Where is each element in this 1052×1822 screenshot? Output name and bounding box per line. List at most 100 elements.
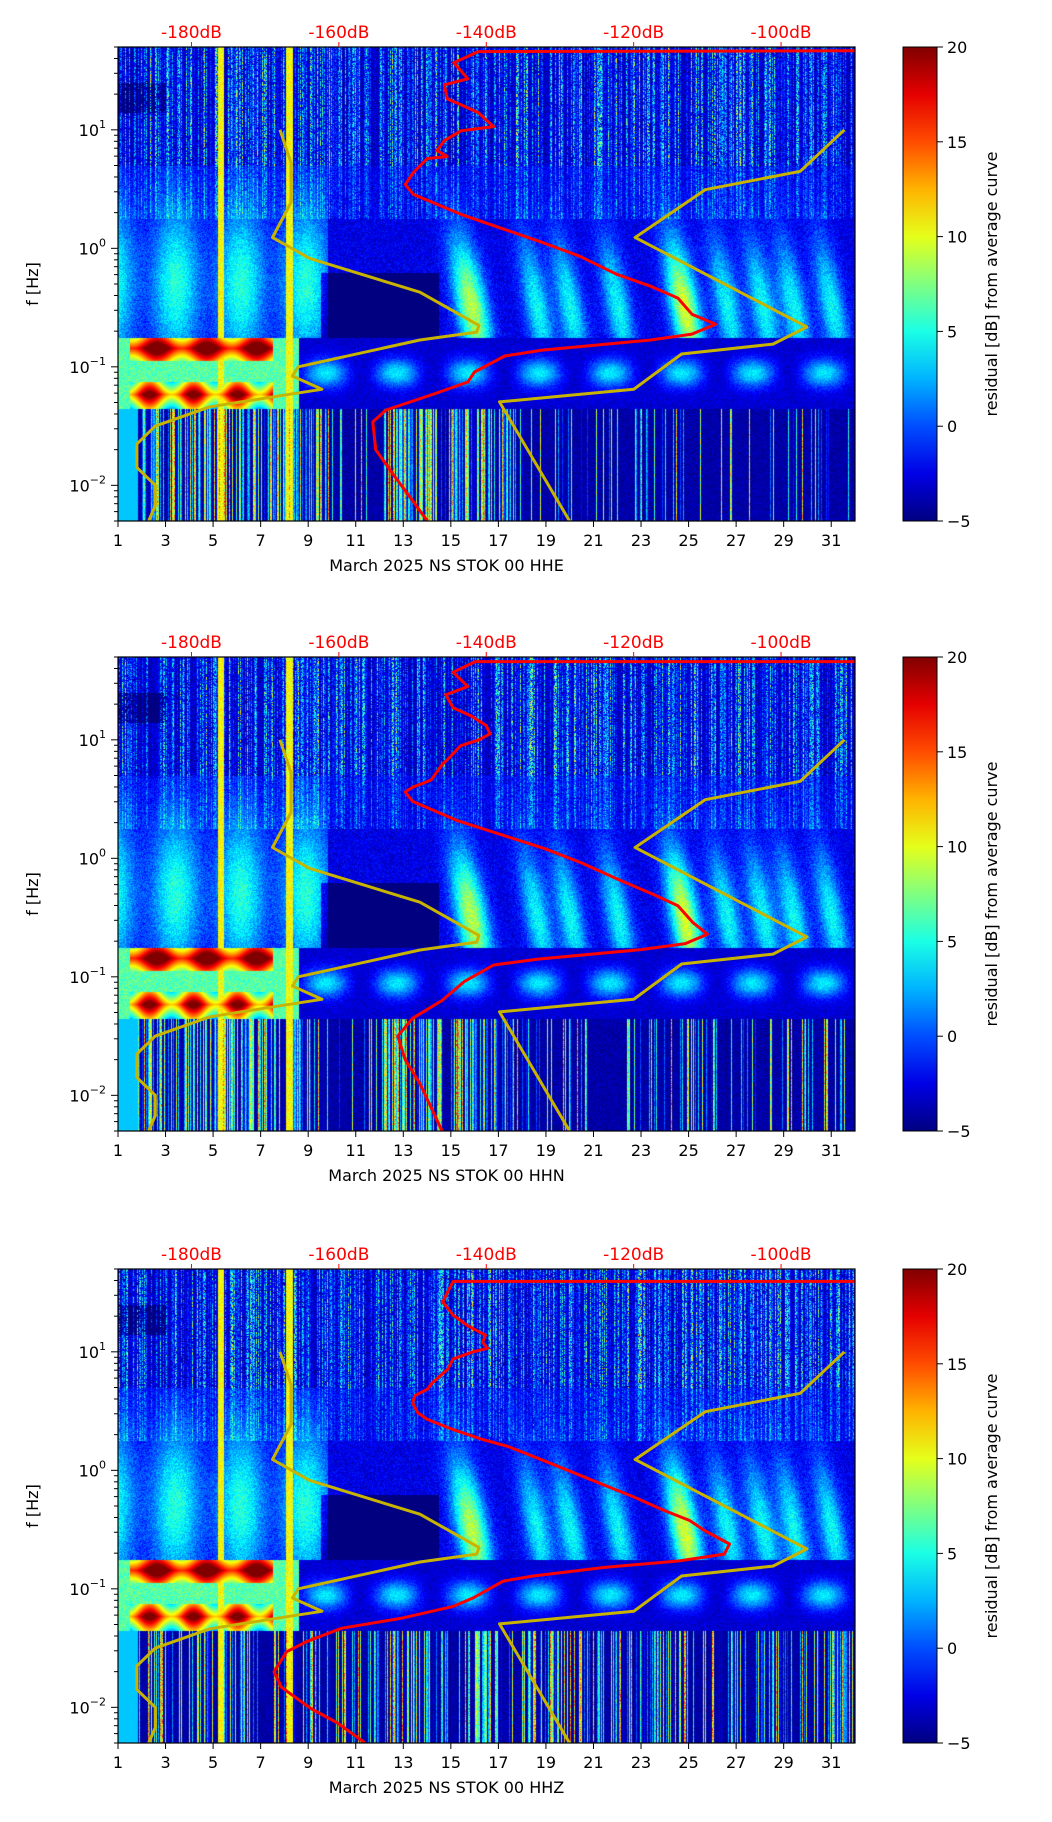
y-tick-exponent: 1	[99, 118, 106, 131]
top-db-tick-label: -140dB	[456, 1245, 517, 1265]
spectrogram-panel-1: 1 3 5 7 9 11 13 15 17 19 21 23 25 27 29 31 March 2025 NS…	[0, 0, 1052, 600]
top-db-tick-label: -100dB	[751, 23, 812, 43]
y-tick-base: 10	[69, 1580, 89, 1599]
colorbar-tick-label: −5	[947, 512, 971, 531]
colorbar-tick-label: 15	[947, 1355, 967, 1374]
x-tick-label: 11	[346, 1141, 366, 1160]
y-tick-base: 10	[79, 1343, 99, 1362]
x-tick-label: 11	[346, 1753, 366, 1772]
x-tick-label: 13	[393, 1753, 413, 1772]
x-tick-label: 21	[583, 1753, 603, 1772]
y-tick-exponent: −1	[90, 1577, 106, 1590]
x-tick-label: 7	[256, 1141, 266, 1160]
top-db-tick-label: -120dB	[603, 23, 664, 43]
y-tick-base: 10	[79, 121, 99, 140]
x-tick-label: 23	[631, 531, 651, 550]
y-tick-label: 10−2	[69, 1083, 106, 1105]
x-tick-label: 23	[631, 1141, 651, 1160]
colorbar-tick-label: 5	[947, 1544, 957, 1563]
colorbar-tick-label: 5	[947, 932, 957, 951]
y-tick-exponent: −1	[90, 355, 106, 368]
x-tick-label: 31	[821, 531, 841, 550]
top-db-tick-label: -160dB	[308, 1245, 369, 1265]
y-axis-label: f [Hz]	[23, 1484, 42, 1528]
top-db-tick-label: -100dB	[751, 633, 812, 653]
colorbar-label: residual [dB] from average curve	[982, 1374, 1001, 1639]
x-tick-label: 5	[208, 531, 218, 550]
curve-nhnm	[498, 128, 846, 521]
colorbar-tick-label: −5	[947, 1734, 971, 1753]
x-tick-label: 29	[773, 531, 793, 550]
x-tick-label: 9	[303, 1753, 313, 1772]
x-tick-label: 1	[113, 1141, 123, 1160]
y-tick-base: 10	[79, 849, 99, 868]
x-tick-label: 29	[773, 1753, 793, 1772]
x-tick-label: 13	[393, 1141, 413, 1160]
colorbar-tick-label: 5	[947, 322, 957, 341]
y-tick-label: 10−2	[69, 1695, 106, 1717]
colorbar	[902, 1268, 938, 1744]
top-db-tick-label: -180dB	[161, 23, 222, 43]
y-tick-base: 10	[69, 1698, 89, 1717]
y-tick-exponent: 1	[99, 1340, 106, 1353]
y-axis-label: f [Hz]	[23, 262, 42, 306]
x-tick-label: 25	[678, 531, 698, 550]
x-tick-label: 19	[536, 1753, 556, 1772]
y-tick-label: 101	[79, 1340, 106, 1362]
colorbar-tick-label: 15	[947, 133, 967, 152]
colorbar-tick-label: 10	[947, 1450, 967, 1469]
x-axis-label: March 2025 NS STOK 00 HHE	[329, 556, 564, 575]
y-tick-label: 101	[79, 728, 106, 750]
top-db-tick-label: -180dB	[161, 633, 222, 653]
x-tick-label: 7	[256, 531, 266, 550]
curve-nhnm	[498, 1350, 846, 1743]
x-tick-label: 19	[536, 1141, 556, 1160]
colorbar-tick-label: 10	[947, 228, 967, 247]
colorbar-tick-label: 20	[947, 38, 967, 57]
y-tick-exponent: 0	[99, 846, 106, 859]
curve-psd	[371, 49, 855, 521]
y-tick-exponent: 1	[99, 728, 106, 741]
x-tick-label: 29	[773, 1141, 793, 1160]
y-tick-label: 10−1	[69, 355, 106, 377]
x-tick-label: 15	[441, 531, 461, 550]
x-tick-label: 21	[583, 1141, 603, 1160]
y-tick-label: 10−1	[69, 965, 106, 987]
y-tick-label: 10−2	[69, 473, 106, 495]
colorbar-tick-label: 15	[947, 743, 967, 762]
colorbar-tick-label: 0	[947, 417, 957, 436]
x-axis-label: March 2025 NS STOK 00 HHZ	[329, 1778, 564, 1797]
y-tick-label: 101	[79, 118, 106, 140]
x-tick-label: 27	[726, 531, 746, 550]
x-tick-label: 27	[726, 1141, 746, 1160]
colorbar-tick-label: 0	[947, 1027, 957, 1046]
x-tick-label: 13	[393, 531, 413, 550]
x-tick-label: 11	[346, 531, 366, 550]
y-tick-base: 10	[69, 358, 89, 377]
top-db-tick-label: -120dB	[603, 633, 664, 653]
curve-nlnm	[135, 739, 481, 1131]
x-tick-label: 1	[113, 1753, 123, 1772]
x-tick-label: 1	[113, 531, 123, 550]
x-tick-label: 19	[536, 531, 556, 550]
x-axis-label: March 2025 NS STOK 00 HHN	[328, 1166, 564, 1185]
top-db-tick-label: -140dB	[456, 633, 517, 653]
colorbar-tick-label: 0	[947, 1639, 957, 1658]
x-tick-label: 25	[678, 1753, 698, 1772]
spectrogram-panel-2: 1 3 5 7 9 11 13 15 17 19 21 23 25 27 29 31 March 2025 NS…	[0, 610, 1052, 1210]
x-tick-label: 17	[488, 1141, 508, 1160]
curve-psd	[396, 660, 855, 1131]
top-db-tick-label: -160dB	[308, 633, 369, 653]
top-db-tick-label: -120dB	[603, 1245, 664, 1265]
top-db-tick-label: -100dB	[751, 1245, 812, 1265]
x-tick-label: 3	[160, 531, 170, 550]
y-tick-exponent: −1	[90, 965, 106, 978]
colorbar-tick-label: 20	[947, 1260, 967, 1279]
y-tick-exponent: −2	[90, 1695, 106, 1708]
top-db-tick-label: -160dB	[308, 23, 369, 43]
y-tick-base: 10	[69, 1086, 89, 1105]
x-tick-label: 27	[726, 1753, 746, 1772]
y-tick-label: 10−1	[69, 1577, 106, 1599]
